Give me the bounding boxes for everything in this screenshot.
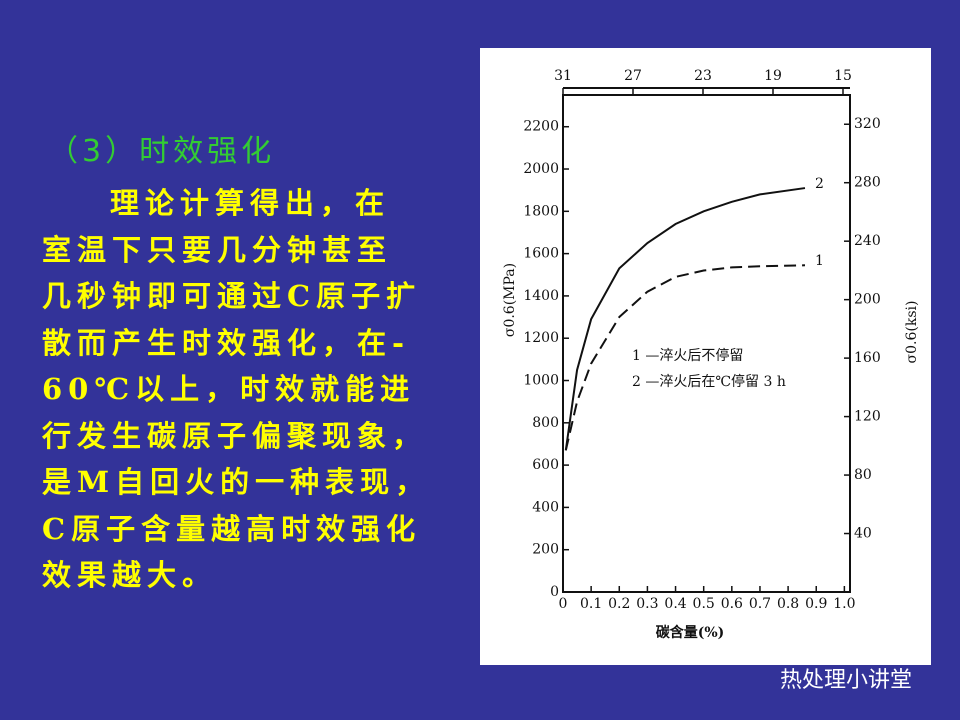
- y2-tick-label: 320: [854, 116, 881, 132]
- y2-tick-label: 40: [854, 526, 872, 542]
- series-label: 2: [815, 176, 824, 192]
- x-axis-label: 碳含量(%): [656, 624, 725, 641]
- y-tick-label: 1400: [523, 288, 559, 304]
- x-tick-label: 0.3: [636, 596, 658, 612]
- y2-tick-label: 280: [854, 175, 881, 191]
- body-line: 几秒钟即可通过C原子扩: [42, 279, 422, 313]
- x-tick-label: 0.9: [805, 596, 827, 612]
- x-tick-label: 1.0: [833, 596, 855, 612]
- body-line: 散而产生时效强化，在-: [42, 325, 411, 360]
- x2-tick-label: 31: [554, 68, 572, 84]
- x2-tick-label: 15: [834, 68, 852, 84]
- body-line: 60℃以上，时效就能进: [42, 372, 416, 406]
- y-tick-label: 600: [532, 457, 559, 473]
- body-text: 理论计算得出，在室温下只要几分钟甚至 几秒钟即可通过C原子扩 散而产生时效强化，在-…: [42, 180, 442, 599]
- y2-tick-label: 200: [854, 292, 881, 308]
- y-tick-label: 400: [532, 499, 559, 515]
- x-tick-label: 0.8: [777, 596, 799, 612]
- figure-panel: [480, 48, 931, 665]
- body-line: 行发生碳原子偏聚现象，: [42, 418, 428, 453]
- y-axis-label: σ0.6(MPa): [502, 263, 518, 337]
- x2-tick-label: 19: [764, 68, 782, 84]
- y-tick-label: 2000: [523, 161, 559, 177]
- y2-tick-label: 160: [854, 350, 881, 366]
- y-tick-label: 800: [532, 415, 559, 431]
- y2-axis-label: σ0.6(ksi): [904, 301, 920, 364]
- series-label: 1: [815, 253, 824, 269]
- body-line: 理论计算得出，在: [110, 186, 391, 220]
- y-tick-label: 1800: [523, 203, 559, 219]
- body-line: 是M自回火的一种表现，: [42, 465, 431, 499]
- x2-tick-label: 23: [694, 68, 712, 84]
- y-tick-label: 200: [532, 542, 559, 558]
- y2-tick-label: 80: [854, 467, 872, 483]
- x2-tick-label: 27: [624, 68, 642, 84]
- body-line: 效果越大。: [42, 558, 218, 592]
- series-line: [564, 187, 806, 451]
- legend-note: 1 —淬火后不停留: [632, 347, 743, 364]
- x-tick-label: 0.2: [608, 596, 630, 612]
- body-line: C原子含量越高时效强化: [42, 511, 422, 546]
- y-tick-label: 1000: [523, 373, 559, 389]
- y-tick-label: 0: [550, 584, 559, 600]
- y-tick-label: 1600: [523, 246, 559, 262]
- y-tick-label: 2200: [523, 119, 559, 135]
- x-tick-label: 0.4: [664, 596, 686, 612]
- watermark: 热处理小讲堂: [780, 668, 913, 693]
- x-tick-label: 0: [559, 596, 568, 612]
- x-tick-label: 0.6: [721, 596, 743, 612]
- y2-tick-label: 120: [854, 409, 881, 425]
- heading: （3）时效强化: [48, 134, 276, 169]
- plot-frame: [562, 94, 851, 593]
- series-line: [564, 264, 806, 451]
- x-tick-label: 0.7: [749, 596, 771, 612]
- x-tick-label: 0.5: [693, 596, 715, 612]
- y-tick-label: 1200: [523, 330, 559, 346]
- y2-tick-label: 240: [854, 233, 881, 249]
- legend-note: 2 —淬火后在℃停留 3 h: [632, 373, 786, 390]
- body-line: 室温下只要几分钟甚至: [42, 232, 393, 267]
- x-tick-label: 0.1: [580, 596, 602, 612]
